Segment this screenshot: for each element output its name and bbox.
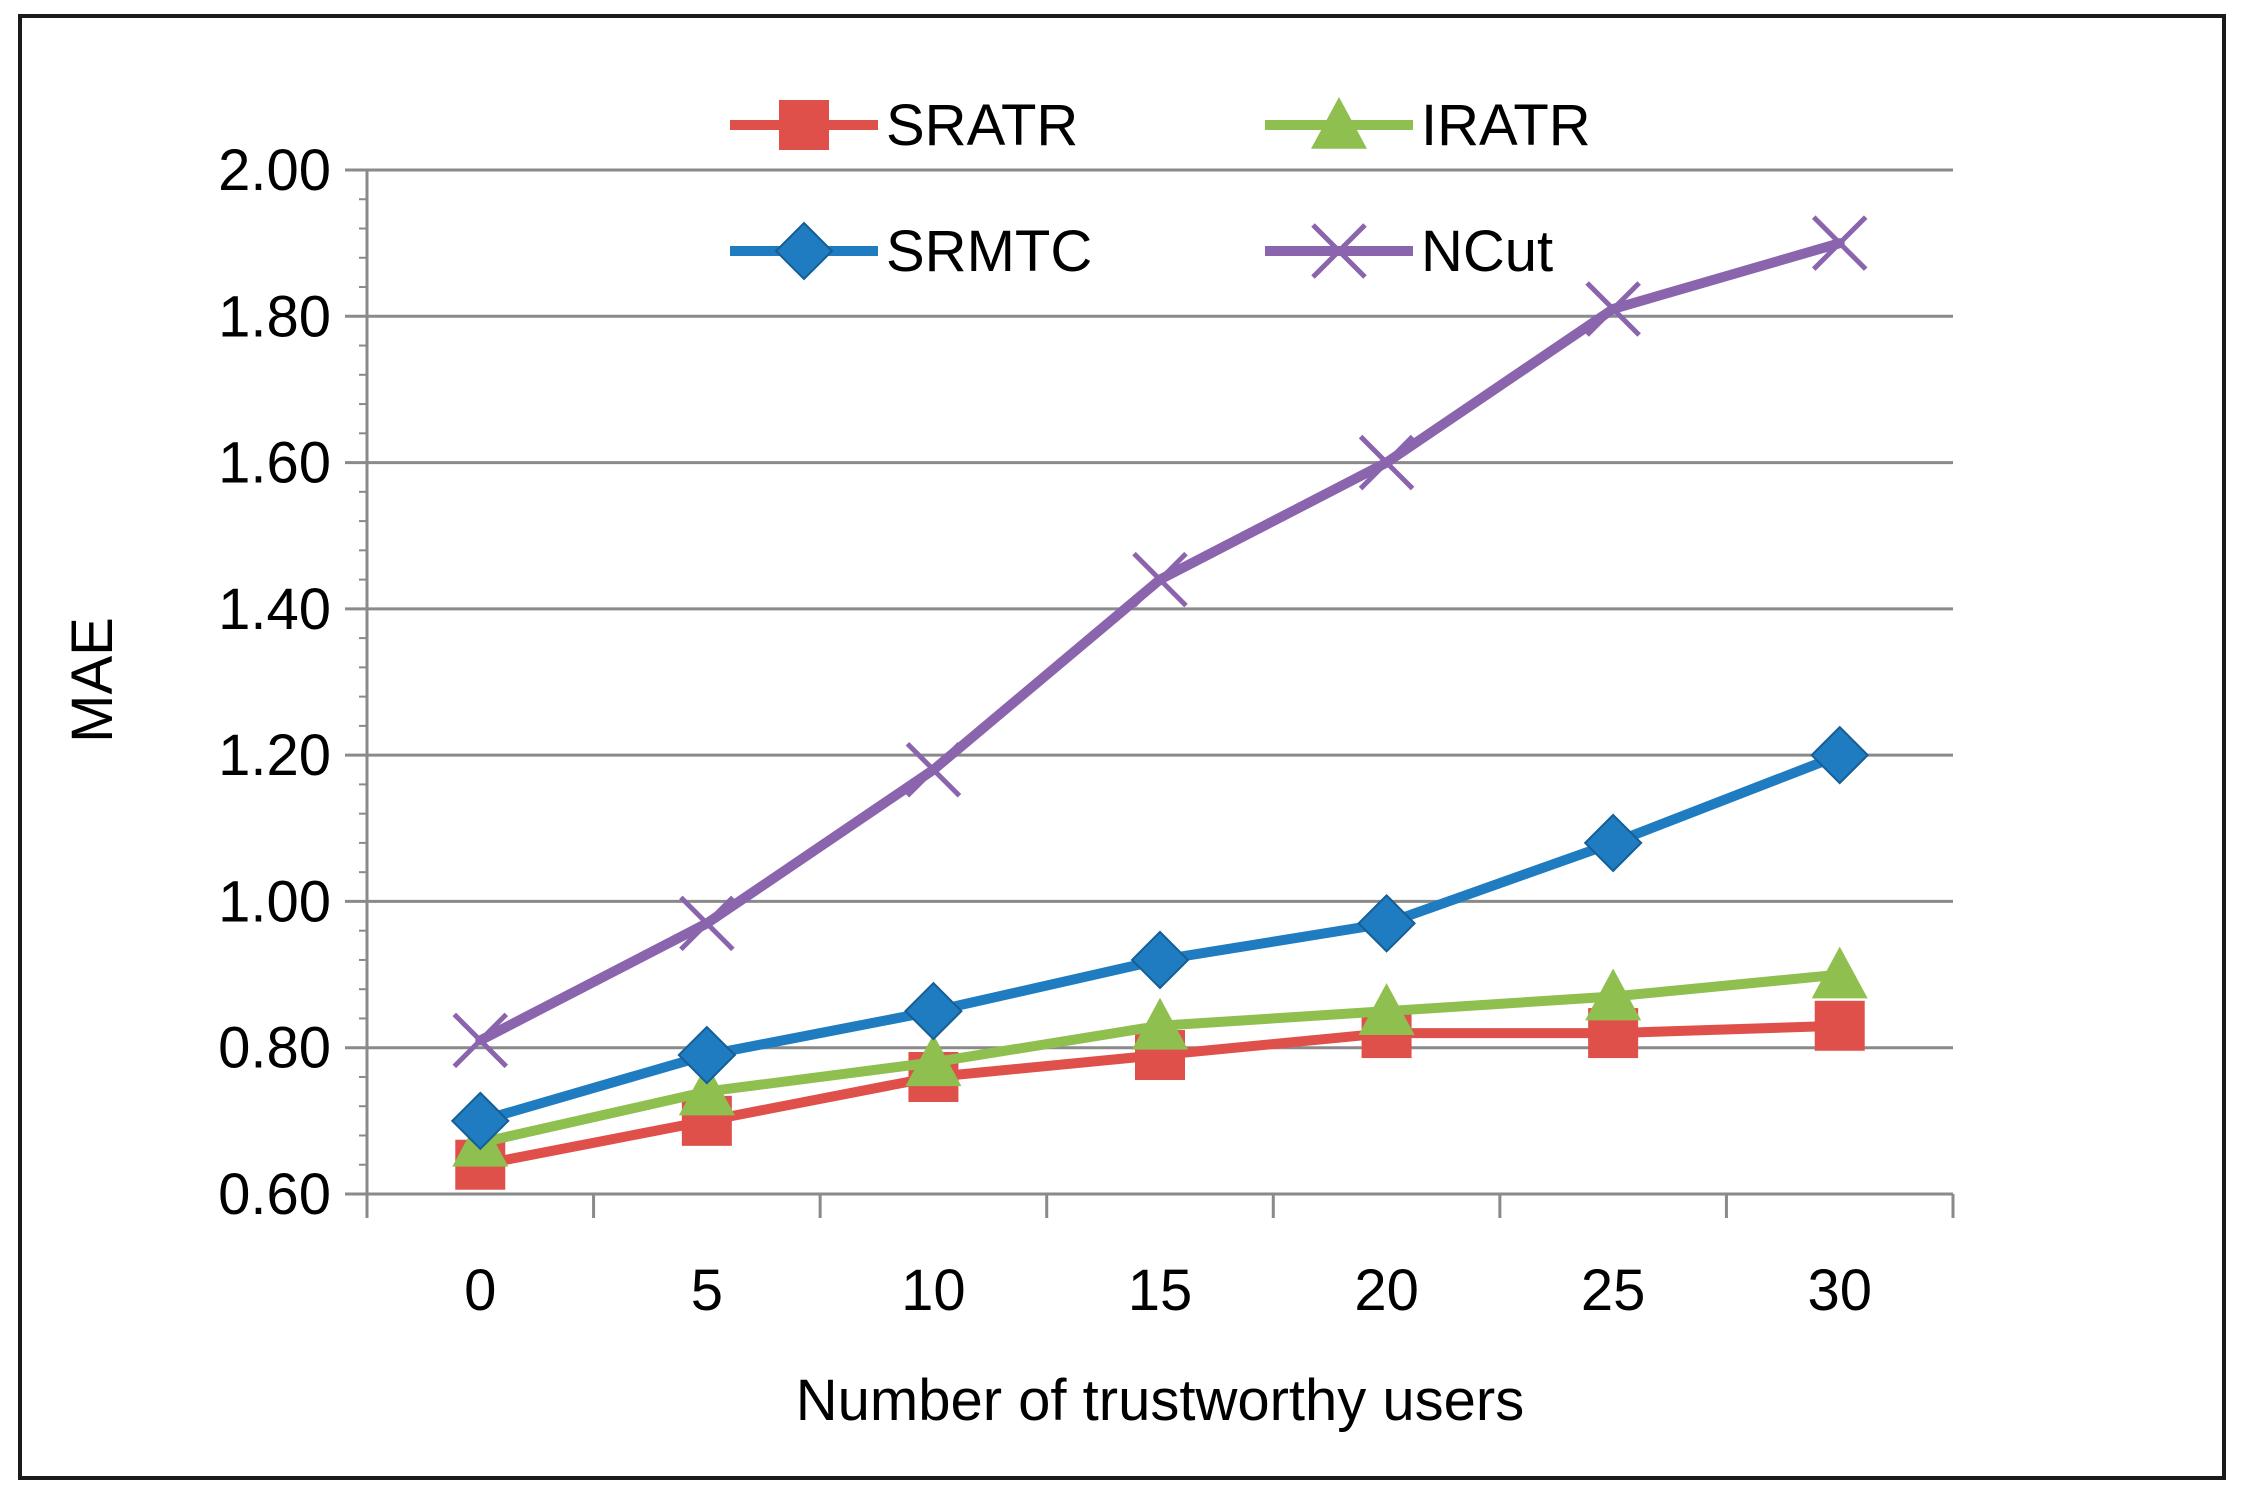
gridlines	[367, 168, 1953, 1050]
legend-label-sratr: SRATR	[886, 93, 1078, 158]
x-marker-stroke	[1811, 215, 1868, 271]
y-tick-label: 1.00	[218, 869, 331, 934]
x-tick-label: 15	[1128, 1258, 1193, 1323]
y-axis-ticks: 0.60 0.80 1.00 1.20 1.40 1.60 1.80 2.00	[218, 138, 331, 1227]
point-srmtc	[904, 981, 963, 1041]
y-axis-title: MAE	[60, 617, 125, 743]
y-tick-label: 0.60	[218, 1162, 331, 1227]
legend-label-ncut: NCut	[1421, 219, 1553, 284]
legend-marker-srmtc	[774, 221, 834, 281]
x-axis-ticks: 0 5 10 15 20 25 30	[464, 1258, 1872, 1323]
legend-marker-sratr	[779, 100, 829, 150]
legend-item-sratr: SRATR	[730, 93, 1078, 158]
point-ncut	[1132, 551, 1188, 608]
legend-marker-iratr	[1311, 97, 1367, 149]
x-marker-stroke	[1132, 551, 1188, 608]
point-srmtc	[1357, 893, 1416, 953]
legend-marker-ncut	[1311, 223, 1367, 279]
y-tick-label: 2.00	[218, 138, 331, 203]
legend: SRATR IRATR SRMTC NCut	[730, 93, 1591, 284]
x-marker-stroke	[1585, 281, 1641, 337]
x-marker-stroke	[452, 1012, 509, 1069]
y-tick-label: 1.40	[218, 577, 331, 642]
x-tick-label: 25	[1581, 1258, 1646, 1323]
point-iratr	[1585, 968, 1642, 1021]
legend-label-iratr: IRATR	[1421, 93, 1591, 158]
legend-item-ncut: NCut	[1265, 219, 1553, 284]
x-marker-stroke	[905, 742, 962, 798]
y-tick-label: 0.80	[218, 1016, 331, 1081]
y-tick-label: 1.80	[218, 284, 331, 349]
x-tick-label: 0	[464, 1258, 496, 1323]
point-ncut	[452, 1012, 509, 1069]
point-srmtc	[1130, 930, 1190, 990]
point-ncut	[905, 742, 962, 798]
x-marker-stroke	[1311, 223, 1367, 279]
point-srmtc	[1810, 725, 1870, 785]
point-iratr	[1358, 983, 1415, 1035]
point-srmtc	[677, 1025, 737, 1085]
x-tick-label: 10	[901, 1258, 966, 1323]
series-srmtc	[450, 725, 1870, 1151]
legend-item-srmtc: SRMTC	[730, 219, 1092, 284]
legend-label-srmtc: SRMTC	[886, 219, 1092, 284]
x-tick-label: 20	[1354, 1258, 1419, 1323]
point-ncut	[1585, 281, 1641, 337]
point-ncut	[1358, 434, 1415, 491]
x-tick-label: 30	[1807, 1258, 1872, 1323]
point-srmtc	[1583, 813, 1643, 873]
x-tick-label: 5	[691, 1258, 723, 1323]
series-line-ncut	[475, 238, 1845, 1046]
point-iratr	[1132, 997, 1188, 1050]
x-marker-stroke	[1358, 434, 1415, 491]
legend-item-iratr: IRATR	[1265, 93, 1591, 158]
point-srmtc	[450, 1091, 510, 1151]
point-ncut	[679, 895, 735, 952]
point-iratr	[905, 1034, 962, 1087]
point-sratr	[1814, 1000, 1865, 1051]
point-ncut	[1811, 215, 1868, 271]
y-tick-label: 1.60	[218, 431, 331, 496]
x-axis-title: Number of trustworthy users	[796, 1368, 1524, 1433]
y-tick-label: 1.20	[218, 723, 331, 788]
axes	[345, 168, 1955, 1218]
point-iratr	[1811, 946, 1868, 999]
series-ncut	[452, 215, 1868, 1069]
series-group	[450, 215, 1870, 1190]
x-marker-stroke	[679, 895, 735, 952]
point-iratr	[678, 1063, 735, 1116]
